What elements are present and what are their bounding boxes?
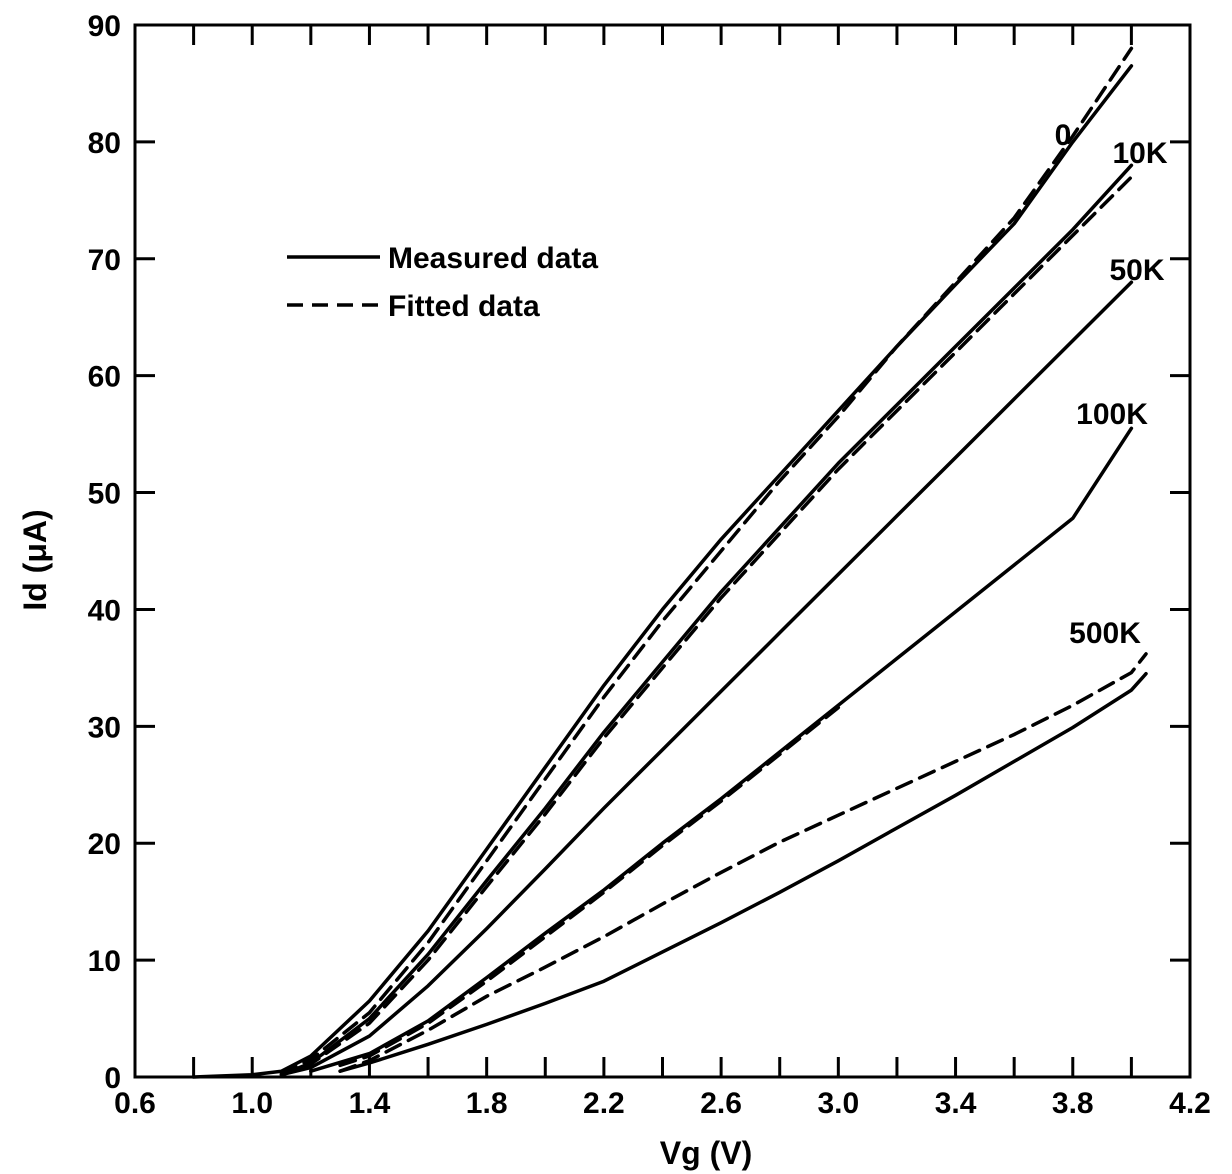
series-label-500k: 500K <box>1069 617 1141 650</box>
axis-ticks <box>135 25 1190 1077</box>
x-tick-label: 2.2 <box>583 1087 625 1120</box>
y-tick-label: 0 <box>104 1062 121 1095</box>
y-tick-label: 80 <box>88 127 121 160</box>
series-fitted-100k-line <box>338 705 841 1068</box>
series-label-100k: 100K <box>1076 398 1148 431</box>
legend-measured-label: Measured data <box>388 242 598 275</box>
y-tick-label: 30 <box>88 711 121 744</box>
x-tick-label: 3.0 <box>817 1087 859 1120</box>
x-tick-label: 1.4 <box>349 1087 391 1120</box>
series-label-10k: 10K <box>1112 137 1167 170</box>
y-tick-labels: 0 10 20 30 40 50 60 70 80 90 <box>88 10 121 1095</box>
series-measured-0-line <box>191 64 1134 1079</box>
x-tick-label: 2.6 <box>700 1087 742 1120</box>
series-label-0: 0 <box>1055 119 1072 152</box>
y-tick-label: 60 <box>88 361 121 394</box>
x-tick-label: 4.2 <box>1169 1087 1211 1120</box>
series-measured-10k-line <box>279 163 1134 1077</box>
y-tick-label: 70 <box>88 244 121 277</box>
x-axis-title: Vg (V) <box>660 1135 752 1171</box>
x-tick-label: 3.8 <box>1052 1087 1094 1120</box>
series-label-50k: 50K <box>1109 254 1164 287</box>
y-axis-title: Id (μA) <box>17 509 53 610</box>
series-fitted-10k-line <box>279 175 1134 1077</box>
series-measured-100k-line <box>309 426 1134 1073</box>
series-measured-50k-line <box>279 280 1134 1077</box>
x-tick-labels: 0.6 1.0 1.4 1.8 2.2 2.6 3.0 3.4 3.8 4.2 <box>114 1087 1211 1120</box>
x-tick-label: 1.8 <box>466 1087 508 1120</box>
legend: Measured data Fitted data <box>287 242 598 323</box>
x-tick-label: 1.0 <box>231 1087 273 1120</box>
series-fitted-0-line <box>279 46 1134 1076</box>
legend-fitted-label: Fitted data <box>388 290 540 323</box>
x-tick-label: 0.6 <box>114 1087 156 1120</box>
y-tick-label: 90 <box>88 10 121 43</box>
y-tick-label: 40 <box>88 594 121 627</box>
y-tick-label: 50 <box>88 478 121 511</box>
y-tick-label: 10 <box>88 945 121 978</box>
y-tick-label: 20 <box>88 828 121 861</box>
series-measured-500k-line <box>338 671 1148 1073</box>
x-tick-label: 3.4 <box>935 1087 977 1120</box>
series-fitted-500k-line <box>338 652 1148 1073</box>
series-lines <box>191 46 1148 1079</box>
